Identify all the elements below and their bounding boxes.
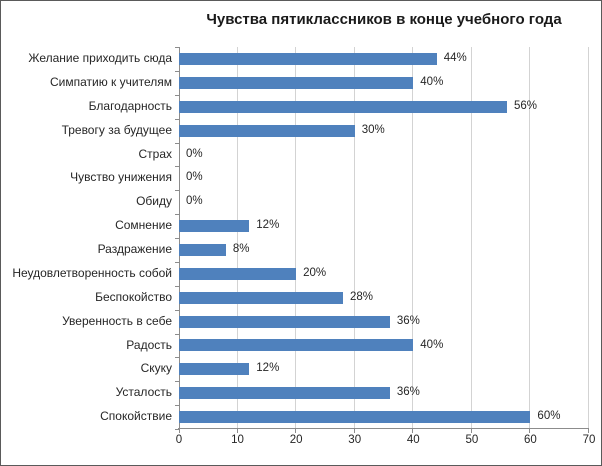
value-label: 40% xyxy=(420,75,444,88)
x-axis-line xyxy=(178,428,589,429)
category-label: Обиду xyxy=(136,194,172,209)
y-axis-tick xyxy=(175,143,179,144)
y-axis-tick xyxy=(175,310,179,311)
category-axis: Желание приходить сюда Симпатию к учителя… xyxy=(1,47,172,429)
y-axis-tick xyxy=(175,47,179,48)
gridline xyxy=(353,47,355,429)
bar xyxy=(179,76,414,89)
bar xyxy=(179,363,250,376)
gridline xyxy=(588,47,589,429)
y-axis-tick xyxy=(175,71,179,72)
y-axis-tick xyxy=(175,286,179,287)
value-label: 36% xyxy=(396,386,420,399)
value-label: 30% xyxy=(361,123,385,136)
bar xyxy=(179,291,343,304)
category-label: Страх xyxy=(138,146,172,161)
x-tick-label: 20 xyxy=(289,434,303,446)
gridline xyxy=(470,47,472,429)
y-axis-tick xyxy=(175,166,179,167)
value-label: 12% xyxy=(256,219,280,232)
category-label: Спокойствие xyxy=(100,409,172,424)
x-tick-label: 30 xyxy=(348,434,362,446)
category-label: Чувство унижения xyxy=(70,170,172,185)
chart-title: Чувства пятиклассников в конце учебного … xyxy=(206,11,562,28)
y-axis-line xyxy=(179,47,180,429)
category-label: Уверенность в себе xyxy=(62,313,172,328)
gridline xyxy=(295,47,297,429)
y-axis-tick xyxy=(175,357,179,358)
category-label: Тревогу за будущее xyxy=(61,122,172,137)
y-axis-tick xyxy=(175,429,179,430)
gridline xyxy=(529,47,531,429)
x-axis-tick xyxy=(529,429,531,433)
x-tick-label: 60 xyxy=(524,434,537,446)
y-axis-tick xyxy=(175,214,179,215)
y-axis-tick xyxy=(175,405,179,406)
x-tick-label: 0 xyxy=(175,434,183,446)
x-tick-label: 10 xyxy=(231,434,244,446)
gridline xyxy=(412,47,414,429)
value-label: 12% xyxy=(256,362,280,375)
y-axis-tick xyxy=(175,238,179,239)
value-label: 56% xyxy=(514,99,538,112)
plot-area: 44% 40% 56% 30% 0% 0% 0% 12% 8% 20% 28% 36% 40% 12% 36… xyxy=(175,47,589,433)
category-label: Симпатию к учителям xyxy=(50,74,172,89)
y-axis-tick xyxy=(175,262,179,263)
value-label: 28% xyxy=(350,290,374,303)
category-label: Усталость xyxy=(115,385,172,400)
bar xyxy=(179,220,250,233)
gridline xyxy=(236,47,238,429)
bar xyxy=(179,243,226,256)
value-label: 0% xyxy=(186,195,203,208)
value-label: 0% xyxy=(186,171,203,184)
value-label: 36% xyxy=(396,314,420,327)
x-axis-tick xyxy=(236,429,238,433)
bar xyxy=(179,124,355,137)
category-label: Скуку xyxy=(140,361,172,376)
value-label: 20% xyxy=(303,266,327,279)
bar xyxy=(179,387,390,400)
category-label: Сомнение xyxy=(115,218,172,233)
category-label: Желание приходить сюда xyxy=(28,51,172,65)
bar xyxy=(179,52,437,65)
value-label: 44% xyxy=(443,52,467,64)
category-label: Радость xyxy=(126,337,172,352)
x-axis-tick xyxy=(353,429,355,433)
bar xyxy=(179,339,414,352)
x-axis-tick xyxy=(412,429,414,433)
x-axis-tick xyxy=(588,429,589,433)
bar xyxy=(179,100,507,113)
x-tick-label: 40 xyxy=(406,434,420,446)
y-axis-tick xyxy=(175,381,179,382)
y-axis-tick xyxy=(175,119,179,120)
bar xyxy=(179,267,297,280)
value-label: 40% xyxy=(420,338,444,351)
y-axis-tick xyxy=(175,95,179,96)
value-label: 0% xyxy=(186,147,203,160)
category-label: Беспокойство xyxy=(95,289,172,304)
x-axis-tick xyxy=(295,429,297,433)
category-label: Неудовлетворенность собой xyxy=(12,265,172,280)
value-label: 60% xyxy=(537,410,561,423)
bar xyxy=(179,411,531,424)
x-axis-tick xyxy=(179,429,180,433)
bar xyxy=(179,315,390,328)
x-tick-label: 70 xyxy=(582,434,596,446)
x-tick-label: 50 xyxy=(465,434,479,446)
x-axis-labels: 0 10 20 30 40 50 60 70 xyxy=(175,434,596,450)
y-axis-tick xyxy=(175,334,179,335)
y-axis-tick xyxy=(175,190,179,191)
x-axis-tick xyxy=(470,429,472,433)
value-label: 8% xyxy=(232,243,250,255)
category-label: Раздражение xyxy=(97,242,172,256)
category-label: Благодарность xyxy=(88,98,172,113)
